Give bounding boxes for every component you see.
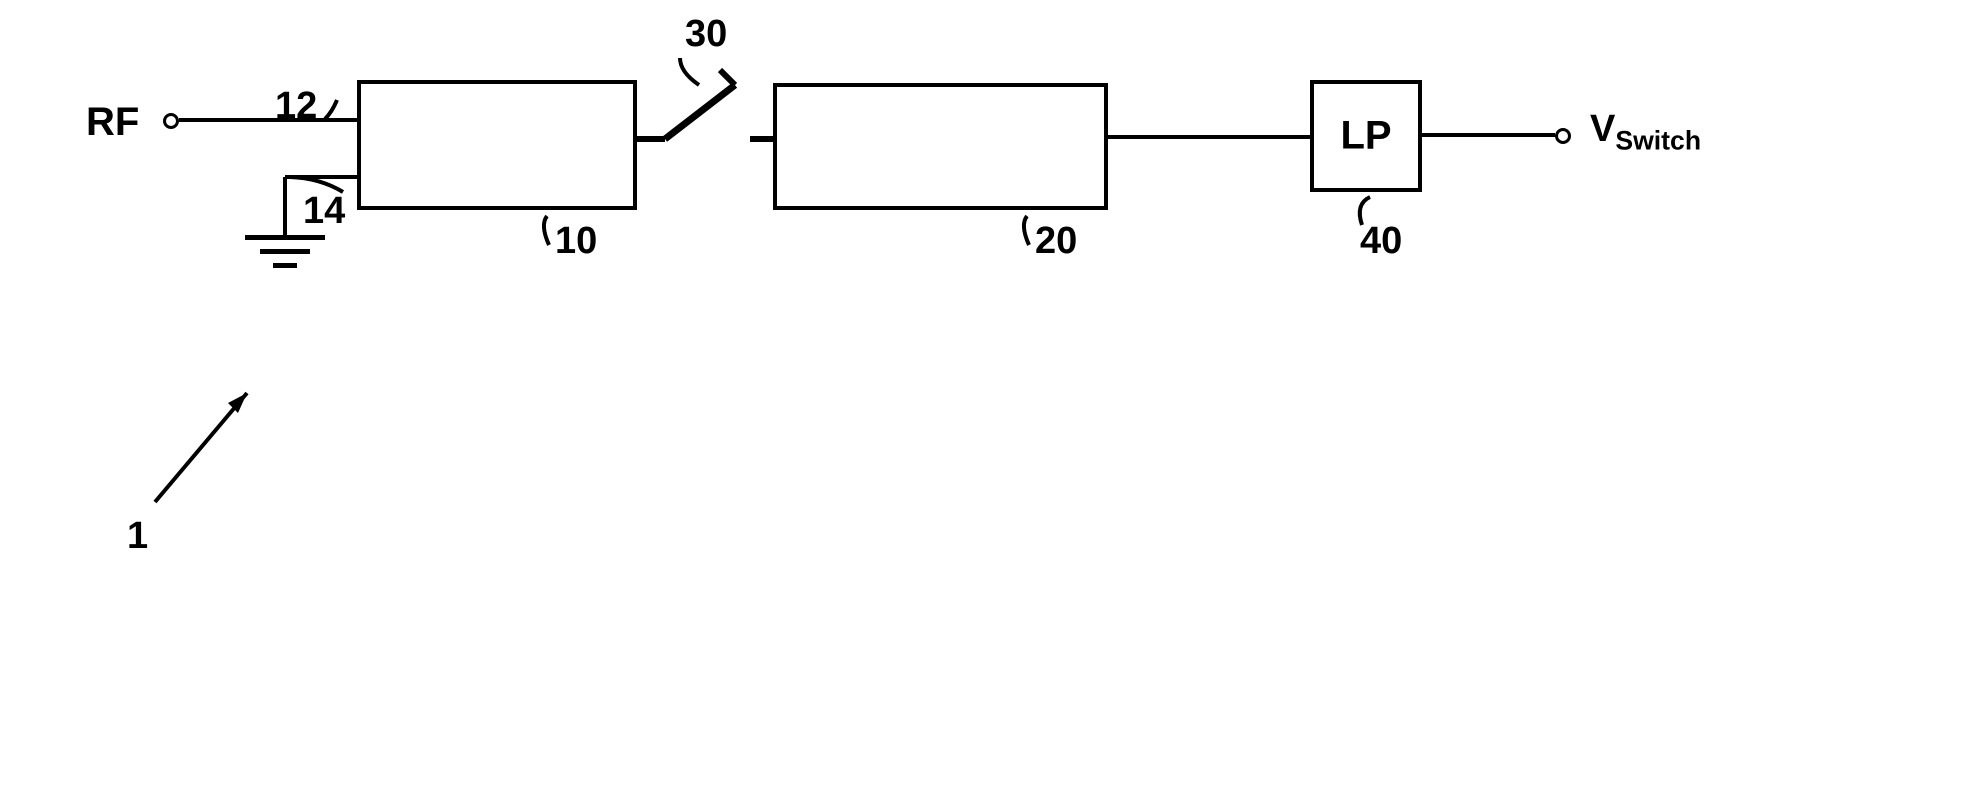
block-10 <box>357 80 637 210</box>
gnd-wire-vert <box>283 177 287 235</box>
ground-bar-2 <box>260 249 310 254</box>
ref-30-label: 30 <box>685 13 727 56</box>
vswitch-v: V <box>1590 108 1615 150</box>
ref-40-label: 40 <box>1360 220 1402 263</box>
ref-1-label: 1 <box>127 515 148 558</box>
rf-input-terminal <box>163 113 179 129</box>
vswitch-sub: Switch <box>1615 126 1701 156</box>
block-40-lp: LP <box>1310 80 1422 192</box>
switch-stub-right <box>750 136 773 142</box>
ref-10-label: 10 <box>555 220 597 263</box>
ref-12-label: 12 <box>275 85 317 128</box>
lp-text: LP <box>1340 114 1391 159</box>
rf-label: RF <box>86 100 139 145</box>
vswitch-output-terminal <box>1555 128 1571 144</box>
ground-bar-3 <box>273 263 297 268</box>
wire-20-to-40 <box>1108 135 1310 139</box>
switch-stub-left <box>637 136 665 142</box>
ground-bar-1 <box>245 235 325 240</box>
wire-rf-to-10 <box>179 118 357 122</box>
gnd-wire-horiz <box>285 175 357 179</box>
wire-40-to-out <box>1422 133 1555 137</box>
ref-14-label: 14 <box>303 190 345 233</box>
block-20 <box>773 83 1108 210</box>
vswitch-label: VSwitch <box>1590 108 1701 157</box>
ref-20-label: 20 <box>1035 220 1077 263</box>
